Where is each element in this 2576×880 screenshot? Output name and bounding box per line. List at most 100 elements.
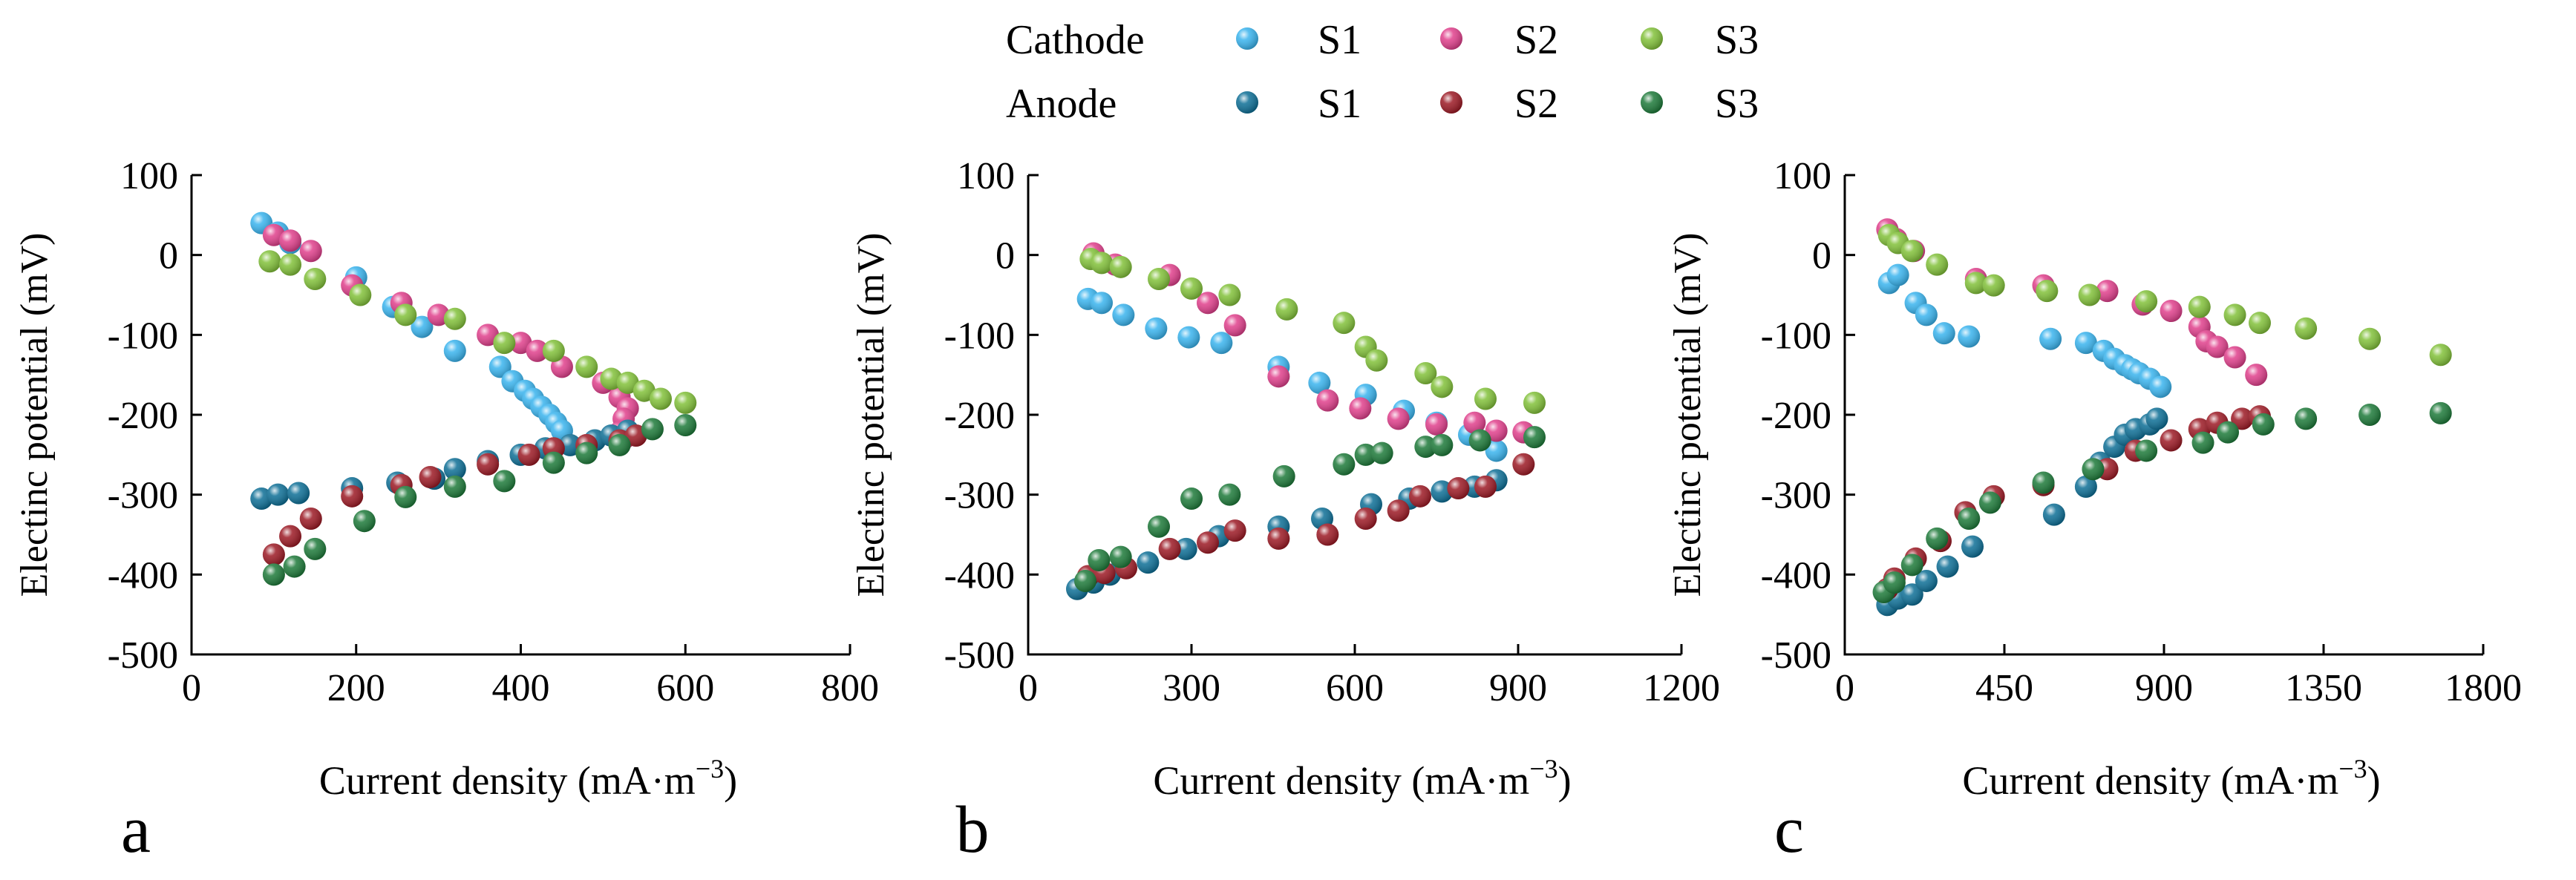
panel-c-data-point bbox=[2295, 407, 2318, 430]
panel-c-data-point bbox=[2217, 421, 2239, 444]
panel-a-data-point bbox=[443, 339, 466, 362]
panel-b-xtick-label: 900 bbox=[1489, 667, 1547, 709]
panel-a-data-point bbox=[279, 229, 302, 252]
panel-c-series-anode-s1 bbox=[1876, 407, 2168, 617]
panel-a-data-point bbox=[353, 510, 376, 533]
panel-c-data-point bbox=[2191, 431, 2214, 454]
panel-c-ytick-label: -100 bbox=[1761, 315, 1831, 357]
panel-a-data-point bbox=[493, 470, 516, 493]
panel-b-data-point bbox=[1474, 475, 1497, 498]
panel-a-data-point bbox=[674, 391, 697, 414]
panel-a-data-point bbox=[258, 250, 281, 273]
panel-b-data-point bbox=[1148, 267, 1170, 290]
panel-a-data-point bbox=[477, 453, 500, 476]
panel-a-xtick-label: 0 bbox=[182, 667, 201, 709]
panel-c-data-point bbox=[2223, 303, 2246, 326]
panel-b-data-point bbox=[1316, 389, 1339, 412]
panel-a-data-point bbox=[674, 413, 697, 436]
panel-a-panel-label: a bbox=[121, 793, 151, 867]
panel-a-data-point bbox=[304, 537, 327, 560]
panel-b-data-point bbox=[1180, 487, 1203, 510]
panel-a-data-point bbox=[349, 283, 372, 306]
panel-b-data-point bbox=[1447, 477, 1470, 500]
panel-c-xtick-label: 1350 bbox=[2285, 667, 2362, 709]
panel-c-series-cathode-s1 bbox=[1877, 263, 2172, 398]
panel-c-xtick-label: 450 bbox=[1975, 667, 2033, 709]
panel-b-data-point bbox=[1091, 292, 1113, 315]
panel-c-data-point bbox=[1900, 554, 1923, 577]
legend-cathode-s1-label: S1 bbox=[1318, 17, 1361, 63]
panel-c-data-point bbox=[2249, 312, 2271, 335]
panel-c-panel-label: c bbox=[1774, 793, 1804, 867]
panel-a-xlabel: Current density (mA·m−3) bbox=[319, 754, 737, 803]
panel-a-data-point bbox=[443, 475, 466, 498]
panel-a-data-point bbox=[394, 485, 417, 508]
panel-c-data-point bbox=[2135, 439, 2158, 462]
panel-b-data-point bbox=[1180, 277, 1203, 300]
panel-b-data-point bbox=[1272, 464, 1295, 487]
panel-b-ytick-label: 0 bbox=[996, 235, 1015, 278]
panel-c-data-point bbox=[2245, 364, 2268, 387]
panel-c-data-point bbox=[2032, 471, 2055, 494]
legend-anode-s1-label: S1 bbox=[1318, 81, 1361, 127]
panel-b-data-point bbox=[1316, 523, 1339, 546]
panel-a-series-cathode-s2 bbox=[262, 223, 639, 450]
legend-cathode-s2-label: S2 bbox=[1514, 17, 1558, 63]
legend-anode-s3-label: S3 bbox=[1715, 81, 1759, 127]
legend-anode-s2-label: S2 bbox=[1514, 81, 1558, 127]
panel-a-ytick-label: -400 bbox=[108, 554, 178, 597]
legend-cathode-label: Cathode bbox=[1006, 17, 1145, 63]
panel-a-xtick-label: 400 bbox=[492, 667, 550, 709]
panel-a-ytick-label: 0 bbox=[159, 235, 178, 278]
panel-c-xlabel-main: Current density (mA·m bbox=[1962, 758, 2338, 803]
panel-c-data-point bbox=[2078, 283, 2101, 306]
panel-b-ytick-label: -200 bbox=[944, 395, 1015, 437]
panel-b-xlabel: Current density (mA·m−3) bbox=[1153, 754, 1571, 803]
panel-a-data-point bbox=[262, 543, 285, 566]
panel-b-data-point bbox=[1197, 531, 1219, 554]
legend-anode-label: Anode bbox=[1006, 81, 1117, 127]
panel-b-data-point bbox=[1387, 407, 1410, 430]
panel-c-data-point bbox=[2188, 295, 2211, 318]
panel-c-data-point bbox=[2429, 344, 2452, 367]
panel-b-data-point bbox=[1145, 317, 1168, 340]
panel-c-data-point bbox=[1958, 325, 1981, 348]
panel-c-xlabel-end: ) bbox=[2367, 758, 2381, 803]
legend-cathode-s3-label: S3 bbox=[1715, 17, 1759, 63]
panel-a-data-point bbox=[304, 267, 327, 290]
panel-c-ytick-label: -400 bbox=[1761, 554, 1831, 597]
panel-a-xtick-label: 600 bbox=[656, 667, 714, 709]
panel-b-data-point bbox=[1365, 349, 1388, 372]
panel-c-ytick-label: -500 bbox=[1761, 634, 1831, 677]
panel-a-data-point bbox=[341, 485, 364, 508]
panel-c-xtick-label: 900 bbox=[2135, 667, 2193, 709]
panel-b-xtick-label: 1200 bbox=[1643, 667, 1720, 709]
panel-b-xtick-label: 300 bbox=[1163, 667, 1220, 709]
panel-b-data-point bbox=[1468, 429, 1491, 452]
panel-a-ytick-label: -300 bbox=[108, 475, 178, 517]
panel-b-ytick-label: -500 bbox=[944, 634, 1015, 677]
panel-a-ytick-label: -200 bbox=[108, 395, 178, 437]
panel-c-data-point bbox=[2358, 404, 2382, 426]
panel-b-ylabel: Electinc potential (mV) bbox=[850, 233, 892, 597]
panel-c-xtick-label: 1800 bbox=[2445, 667, 2522, 709]
panel-c-series-anode-s2 bbox=[1876, 405, 2271, 600]
panel-a-data-point bbox=[262, 563, 285, 586]
panel-c-data-point bbox=[2358, 327, 2382, 350]
panel-a-ytick-label: 100 bbox=[120, 155, 178, 197]
panel-b-data-point bbox=[1112, 303, 1135, 326]
panel-b-data-point bbox=[1074, 569, 1096, 592]
panel-b-data-point bbox=[1218, 283, 1241, 306]
panel-c-ytick-label: 0 bbox=[1812, 235, 1831, 278]
panel-c-data-point bbox=[2223, 346, 2246, 369]
panel-b-data-point bbox=[1431, 433, 1454, 456]
panel-a-data-point bbox=[575, 355, 598, 378]
panel-c-ytick-label: 100 bbox=[1774, 155, 1831, 197]
panel-a-data-point bbox=[279, 253, 302, 276]
panel-c-data-point bbox=[1883, 571, 1906, 594]
panel-b-xlabel-end: ) bbox=[1558, 758, 1572, 803]
panel-a-xtick-label: 800 bbox=[821, 667, 879, 709]
panel-c-data-point bbox=[2042, 503, 2065, 526]
panel-b-data-point bbox=[1523, 426, 1546, 449]
